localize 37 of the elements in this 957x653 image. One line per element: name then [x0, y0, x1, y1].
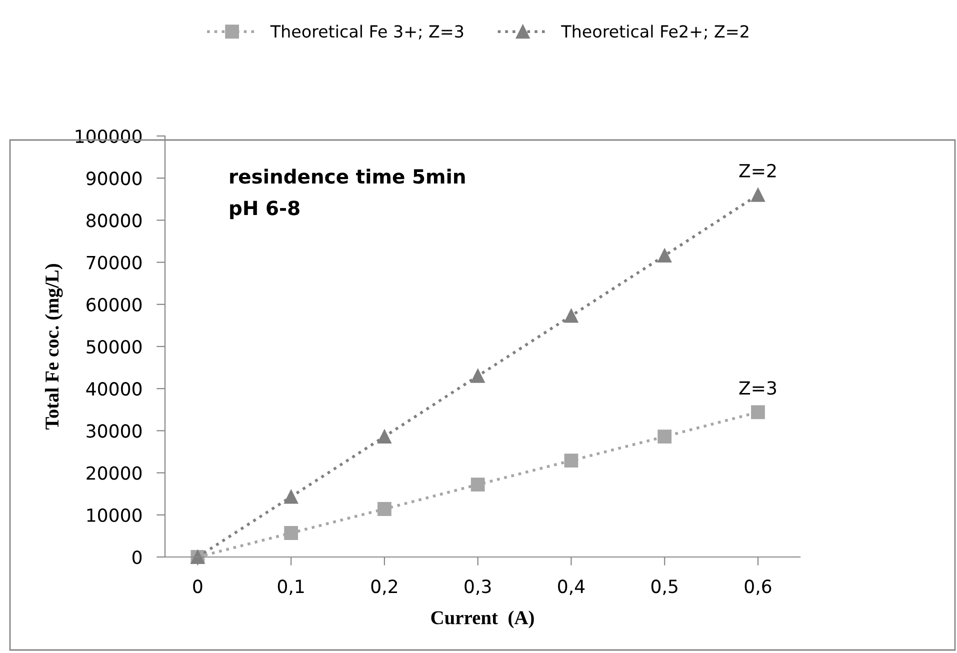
- point: [658, 430, 672, 444]
- y-tick-label: 90000: [86, 172, 142, 186]
- legend-label: Theoretical Fe2+; Z=2: [561, 24, 748, 40]
- x-axis-title: Current (A): [431, 610, 534, 628]
- x-tick-label: 0,6: [744, 580, 772, 596]
- point: [378, 502, 392, 516]
- point: [564, 454, 578, 468]
- y-tick-label: 40000: [86, 382, 142, 396]
- annotation: resindence time 5min: [230, 168, 465, 184]
- point: [470, 478, 485, 492]
- y-tick-label: 80000: [86, 214, 142, 228]
- x-tick-label: 0,3: [464, 580, 491, 596]
- x-tick-label: 0,5: [651, 580, 678, 596]
- y-tick-label: 50000: [86, 340, 142, 354]
- point: [564, 308, 578, 323]
- y-tick-label: 60000: [86, 298, 142, 312]
- point: [470, 369, 485, 383]
- y-tick-label: 30000: [86, 424, 142, 438]
- x-tick-label: 0,1: [278, 580, 304, 596]
- y-tick-label: 0: [132, 550, 142, 564]
- y-tick-label: 10000: [87, 508, 142, 522]
- point: [284, 490, 298, 504]
- x-tick-label: 0,4: [558, 580, 585, 596]
- legend-label: Theoretical Fe 3+; Z=3: [270, 24, 464, 40]
- y-axis-title: Total Fe coc. (mg/L): [44, 264, 63, 430]
- y-tick-label: 20000: [86, 466, 142, 480]
- x-tick-label: 0: [193, 580, 202, 594]
- point: [378, 430, 392, 444]
- point: [751, 405, 765, 420]
- point: [751, 188, 765, 202]
- annotation: Z=2: [739, 164, 776, 178]
- point: [284, 526, 298, 540]
- annotation: pH 6-8: [230, 200, 300, 220]
- y-tick-label: 70000: [86, 256, 142, 270]
- point: [658, 248, 672, 263]
- annotation: Z=3: [739, 381, 776, 395]
- x-tick-label: 0,2: [371, 580, 397, 596]
